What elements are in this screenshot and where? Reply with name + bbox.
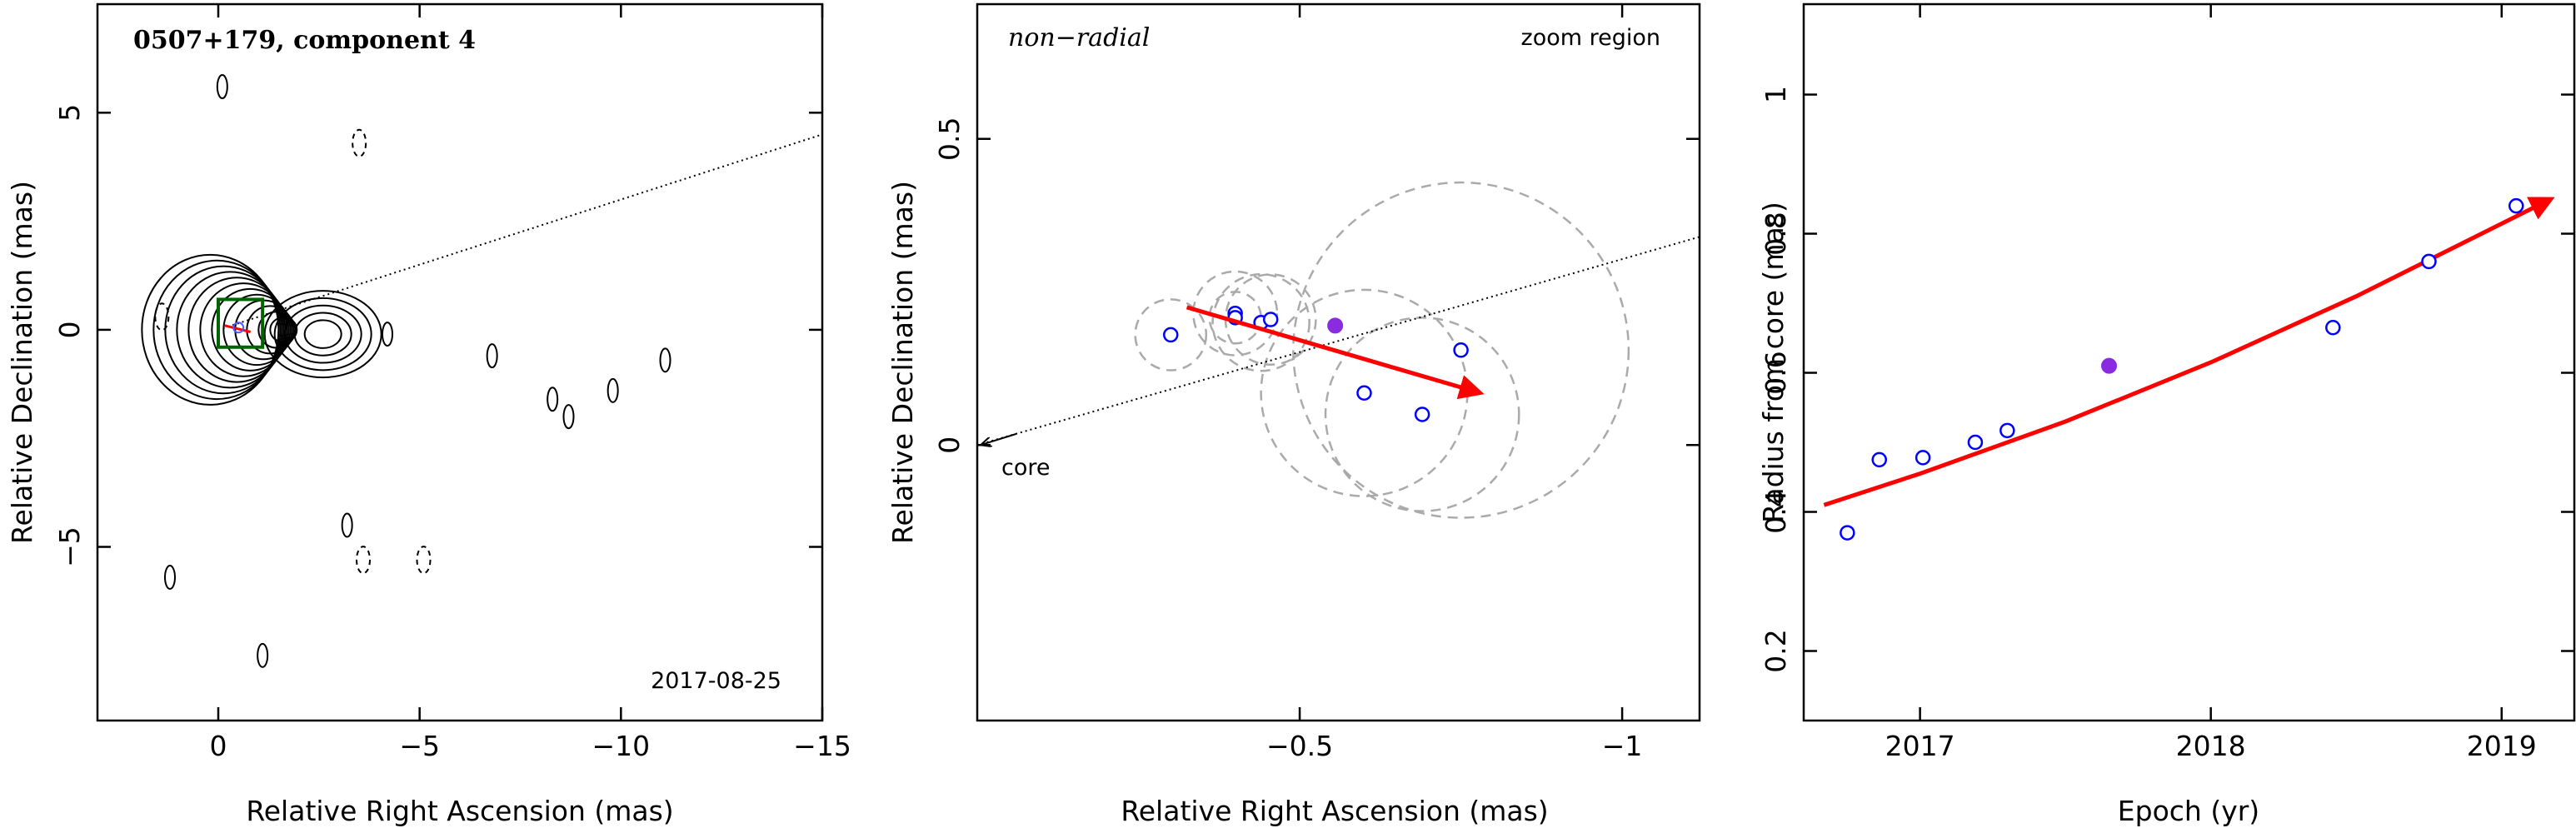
radius-point	[1840, 525, 1855, 541]
radius-point	[2508, 197, 2524, 214]
panel1-x-axis-label: Relative Right Ascension (mas)	[246, 795, 673, 827]
panel1-x-tick-label: −10	[592, 730, 651, 762]
panel1-title-annotation: 0507+179, component 4	[133, 26, 476, 55]
position-point	[1356, 385, 1372, 402]
contour-level-core	[152, 259, 282, 401]
panel2-nonradial-annotation: non−radial	[1008, 23, 1150, 52]
contour-level-jet	[263, 290, 382, 379]
contour-level-jet	[293, 312, 352, 357]
panel3-frame	[1802, 2, 2576, 722]
panel3-y-tick-label: 1	[1760, 86, 1792, 103]
radius-point	[1967, 434, 1984, 451]
contour-island	[216, 74, 228, 100]
panel-contour-map: 0 −5 −10 −15 −5 0 5 0507+179, component 4 2017…	[6, 2, 851, 827]
contour-level-jet	[303, 319, 342, 349]
contour-negative-island	[154, 302, 170, 332]
panel1-y-tick-label: 5	[53, 104, 86, 122]
contour-island	[382, 322, 393, 347]
position-point	[1414, 407, 1430, 422]
contour-negative-island	[416, 546, 432, 575]
contour-level-jet	[283, 304, 362, 364]
velocity-vector-arrow	[1186, 305, 1485, 400]
contour-island	[164, 565, 176, 590]
panel2-ticks: −0.5 −1 0 0.5	[933, 4, 1700, 762]
contour-plot-area	[141, 74, 822, 668]
direction-dotted-line	[217, 133, 822, 331]
panel2-frame	[976, 2, 1701, 722]
contour-level-core	[164, 265, 283, 395]
panel1-frame	[96, 2, 824, 722]
position-point	[1162, 327, 1179, 343]
panel3-y-tick-label: 0.8	[1760, 212, 1792, 255]
contour-level-jet	[273, 297, 372, 372]
panel1-x-tick-label: 0	[210, 730, 227, 762]
panel2-zoom-annotation: zoom region	[1521, 25, 1660, 51]
panel-zoom-region: −0.5 −1 0 0.5 non−radial zoom region core R…	[886, 2, 1701, 827]
panel-radius-epoch: 2017 2018 2019 0.2 0.4 0.6 0.8 1 Epoch (yr) Rad…	[1757, 2, 2576, 827]
panel3-x-tick-label: 2018	[2176, 730, 2246, 762]
error-circle	[1134, 298, 1208, 372]
panel3-y-tick-label: 0.6	[1760, 351, 1792, 394]
panel3-y-axis-label: Radius from core (mas)	[1757, 202, 1790, 523]
error-circle	[1324, 317, 1520, 512]
position-point	[1262, 312, 1279, 327]
panel2-x-axis-label: Relative Right Ascension (mas)	[1121, 795, 1548, 827]
contour-level-core	[269, 317, 298, 343]
panel2-y-axis-label: Relative Declination (mas)	[886, 181, 919, 544]
highlight-radius-point	[2101, 357, 2118, 374]
contour-island	[257, 642, 269, 668]
contour-level-core	[211, 287, 290, 372]
position-point	[1453, 342, 1469, 358]
panel2-y-tick-label: 0	[933, 436, 966, 454]
panel1-x-tick-label: −15	[793, 730, 851, 762]
zoom-plot-area	[977, 181, 1700, 519]
panel3-ticks: 2017 2018 2019 0.2 0.4 0.6 0.8 1	[1760, 4, 2574, 762]
contour-level-core	[176, 271, 285, 389]
highlight-position-point	[1327, 317, 1344, 334]
zoom-marker-circle	[232, 322, 245, 334]
error-circle	[1211, 272, 1310, 372]
panel1-y-tick-label: −5	[53, 526, 86, 567]
fit-curve-arrow	[1823, 197, 2555, 507]
panel3-y-tick-label: 0.2	[1760, 629, 1792, 672]
contour-island	[486, 343, 498, 369]
core-label: core	[1001, 455, 1050, 481]
panel3-y-tick-label: 0.4	[1760, 490, 1792, 533]
panel1-x-tick-label: −5	[399, 730, 440, 762]
contour-negative-island	[352, 128, 367, 157]
contour-island	[659, 347, 671, 373]
radius-point	[1871, 451, 1888, 468]
radius-plot-area	[1823, 197, 2555, 541]
zoom-marker-arrow	[223, 324, 252, 333]
contour-island	[562, 404, 575, 430]
contour-island	[607, 377, 619, 403]
contour-island	[547, 387, 559, 412]
radius-point	[2421, 253, 2437, 270]
error-circle	[1292, 181, 1630, 519]
panel1-y-axis-label: Relative Declination (mas)	[6, 181, 38, 544]
contour-negative-island	[356, 546, 371, 575]
radius-point	[1999, 422, 2015, 439]
contour-level-core	[141, 253, 280, 406]
panel1-y-tick-label: 0	[53, 321, 86, 338]
panel3-x-axis-label: Epoch (yr)	[2118, 795, 2259, 827]
core-direction-arrow	[981, 433, 1016, 445]
contour-level-core	[199, 282, 288, 377]
panel2-x-tick-label: −0.5	[1266, 730, 1333, 762]
panel3-x-tick-label: 2019	[2467, 730, 2537, 762]
radius-point	[1915, 450, 1931, 466]
contour-island	[341, 512, 353, 538]
panel2-y-tick-label: 0.5	[933, 117, 966, 160]
error-circle	[1192, 270, 1279, 357]
radius-point	[2325, 320, 2341, 336]
panel1-epoch-annotation: 2017-08-25	[651, 668, 781, 694]
panel2-x-tick-label: −1	[1602, 730, 1643, 762]
panel1-ticks: 0 −5 −10 −15 −5 0 5	[53, 4, 851, 762]
zoom-region-box	[217, 297, 265, 349]
panel3-x-tick-label: 2017	[1885, 730, 1955, 762]
contour-level-core	[222, 293, 292, 367]
direction-dotted-line	[977, 236, 1700, 446]
